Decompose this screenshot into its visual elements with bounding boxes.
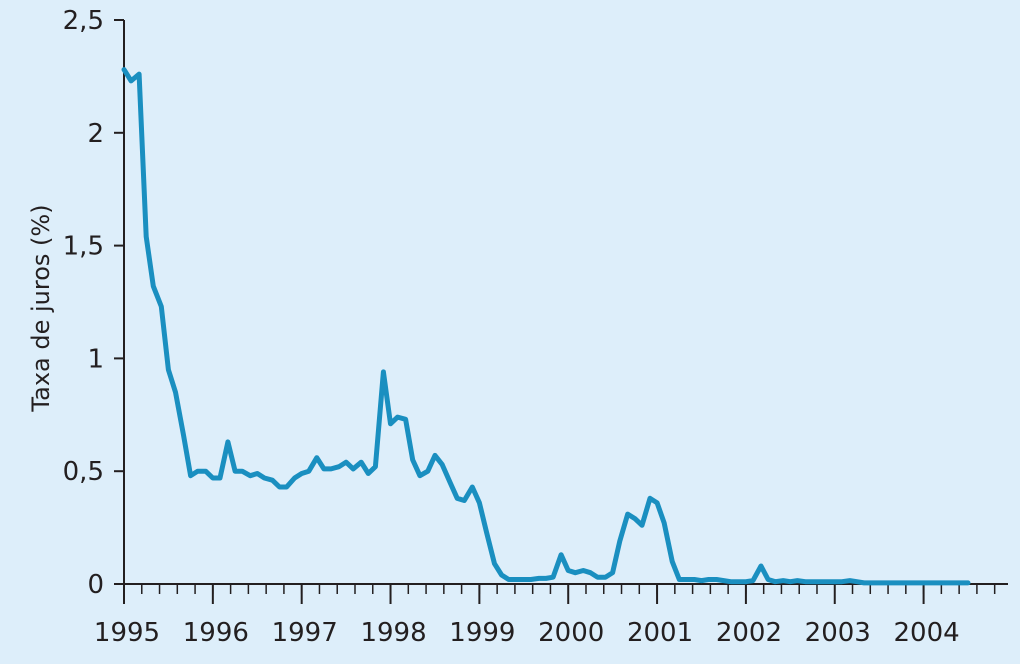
- y-axis-title: Taxa de juros (%): [27, 204, 55, 412]
- x-tick-label: 1995: [94, 618, 160, 648]
- y-tick-label: 2,5: [63, 6, 104, 36]
- x-tick-label: 2001: [627, 618, 693, 648]
- x-tick-label: 2002: [716, 618, 782, 648]
- x-tick-label: 1997: [272, 618, 338, 648]
- x-tick-label: 2003: [805, 618, 871, 648]
- y-tick-label: 0,5: [63, 457, 104, 487]
- x-tick-label: 1996: [183, 618, 249, 648]
- plot-area: 0 0,5 1 1,5 2 2,5 1995 1996 1997 1998 1999 2000 2001…: [63, 6, 1008, 648]
- x-tick-label: 2004: [894, 618, 960, 648]
- y-tick-label: 1: [87, 344, 104, 374]
- y-tick-label: 0: [87, 570, 104, 600]
- series-line: [121, 67, 971, 586]
- y-tick-label: 1,5: [63, 232, 104, 262]
- x-tick-label: 1998: [360, 618, 426, 648]
- x-tick-label: 1999: [449, 618, 515, 648]
- x-tick-label: 2000: [538, 618, 604, 648]
- y-tick-label: 2: [87, 119, 104, 149]
